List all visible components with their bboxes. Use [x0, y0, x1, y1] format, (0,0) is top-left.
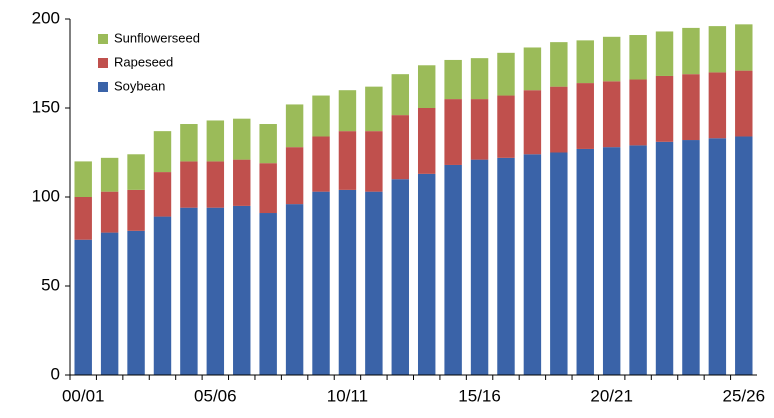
bar-segment [180, 207, 198, 375]
bar-segment [470, 99, 489, 160]
bar-segment [444, 164, 462, 375]
bar-segment [629, 145, 647, 375]
bar-segment [127, 189, 145, 231]
y-tick-label: 150 [32, 97, 60, 116]
y-tick-label: 200 [32, 8, 60, 27]
bar-segment [708, 26, 727, 73]
x-tick-label: 20/21 [590, 386, 633, 405]
bar-segment [470, 58, 489, 100]
bar-segment [576, 148, 594, 375]
bar-segment [470, 159, 489, 375]
bar-segment [735, 136, 753, 375]
bar-segment [206, 207, 225, 375]
bar-segment [285, 204, 304, 375]
bar-segment [550, 42, 568, 87]
bar-segment [365, 86, 383, 132]
bar-segment [100, 157, 119, 192]
legend-swatch [98, 82, 108, 92]
bar-segment [74, 161, 92, 197]
x-tick-label: 15/16 [458, 386, 501, 405]
bar-segment [206, 120, 225, 162]
bar-segment [682, 140, 700, 375]
bar-segment [180, 124, 198, 162]
legend-label: Rapeseed [114, 54, 173, 69]
bar-segment [444, 59, 462, 100]
bar-segment [285, 104, 304, 148]
bar-segment [233, 118, 251, 160]
bar-segment [233, 159, 251, 206]
bar-segment [74, 239, 92, 375]
bar-segment [682, 74, 700, 141]
legend-label: Sunflowerseed [114, 30, 200, 45]
bar-segment [338, 189, 357, 375]
bar-segment [312, 95, 330, 137]
bar-segment [417, 173, 436, 375]
legend-swatch [98, 58, 108, 68]
bar-segment [365, 131, 383, 192]
x-tick-label: 00/01 [62, 386, 105, 405]
bar-segment [655, 141, 674, 375]
bar-segment [391, 179, 410, 375]
bar-segment [602, 147, 621, 375]
bar-segment [629, 35, 647, 80]
bar-segment [629, 79, 647, 146]
bar-segment [338, 90, 357, 132]
bar-segment [708, 72, 727, 139]
bar-segment [259, 213, 277, 375]
bar-segment [285, 147, 304, 205]
bar-segment [153, 131, 172, 173]
bar-segment [153, 172, 172, 217]
bar-segment [497, 95, 515, 158]
y-tick-label: 50 [41, 275, 60, 294]
legend-label: Soybean [114, 78, 165, 93]
bar-segment [153, 216, 172, 375]
bar-segment [312, 136, 330, 192]
bar-segment [100, 191, 119, 233]
bar-segment [180, 161, 198, 208]
bar-segment [259, 163, 277, 214]
bar-segment [127, 230, 145, 375]
bar-segment [735, 70, 753, 137]
legend-swatch [98, 34, 108, 44]
bar-segment [206, 161, 225, 208]
bar-segment [576, 83, 594, 149]
bar-segment [523, 90, 542, 155]
x-tick-label: 10/11 [327, 386, 368, 405]
bar-segment [391, 115, 410, 180]
bar-segment [655, 31, 674, 76]
bar-segment [497, 157, 515, 375]
bar-segment [312, 191, 330, 375]
bar-segment [708, 138, 727, 375]
bar-segment [523, 47, 542, 91]
bar-segment [655, 75, 674, 142]
bar-segment [523, 154, 542, 375]
bar-segment [100, 232, 119, 375]
bar-segment [550, 152, 568, 375]
bar-segment [602, 81, 621, 148]
bar-segment [417, 65, 436, 108]
bar-segment [602, 36, 621, 82]
bar-segment [338, 131, 357, 190]
y-tick-label: 0 [51, 364, 60, 383]
bar-segment [74, 197, 92, 240]
bar-segment [497, 52, 515, 96]
bar-segment [576, 40, 594, 84]
bar-segment [259, 124, 277, 164]
y-tick-label: 100 [32, 186, 60, 205]
bar-segment [444, 99, 462, 165]
bar-segment [233, 205, 251, 375]
bar-segment [735, 24, 753, 71]
bar-segment [550, 86, 568, 153]
bar-segment [391, 74, 410, 116]
bar-segment [127, 154, 145, 190]
x-tick-label: 05/06 [194, 386, 237, 405]
bar-segment [682, 27, 700, 75]
x-tick-label: 25/26 [723, 386, 766, 405]
bar-segment [365, 191, 383, 375]
bar-segment [417, 108, 436, 174]
